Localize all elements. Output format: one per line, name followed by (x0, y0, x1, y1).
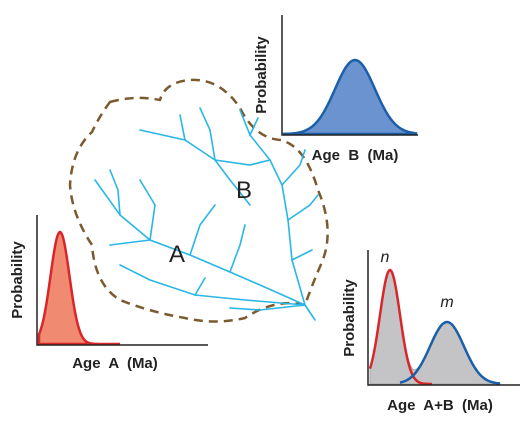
basin-label: A (169, 241, 185, 268)
figure: B A Probability Age B (Ma) Probability A… (0, 0, 526, 426)
distribution-sum (370, 270, 500, 384)
y-label: Probability (9, 241, 26, 319)
basin-label: B (236, 177, 252, 204)
basin-outline (70, 80, 328, 322)
y-label: Probability (341, 279, 358, 357)
distribution-a (39, 232, 120, 344)
x-label: Age B (Ma) (312, 147, 399, 164)
distribution-b (284, 60, 416, 134)
x-label: Age A+B (Ma) (387, 397, 493, 414)
peak-label: m (440, 294, 453, 311)
river-network (95, 108, 318, 320)
y-label: Probability (253, 36, 270, 114)
x-label: Age A (Ma) (72, 355, 158, 372)
peak-label: n (381, 249, 390, 266)
